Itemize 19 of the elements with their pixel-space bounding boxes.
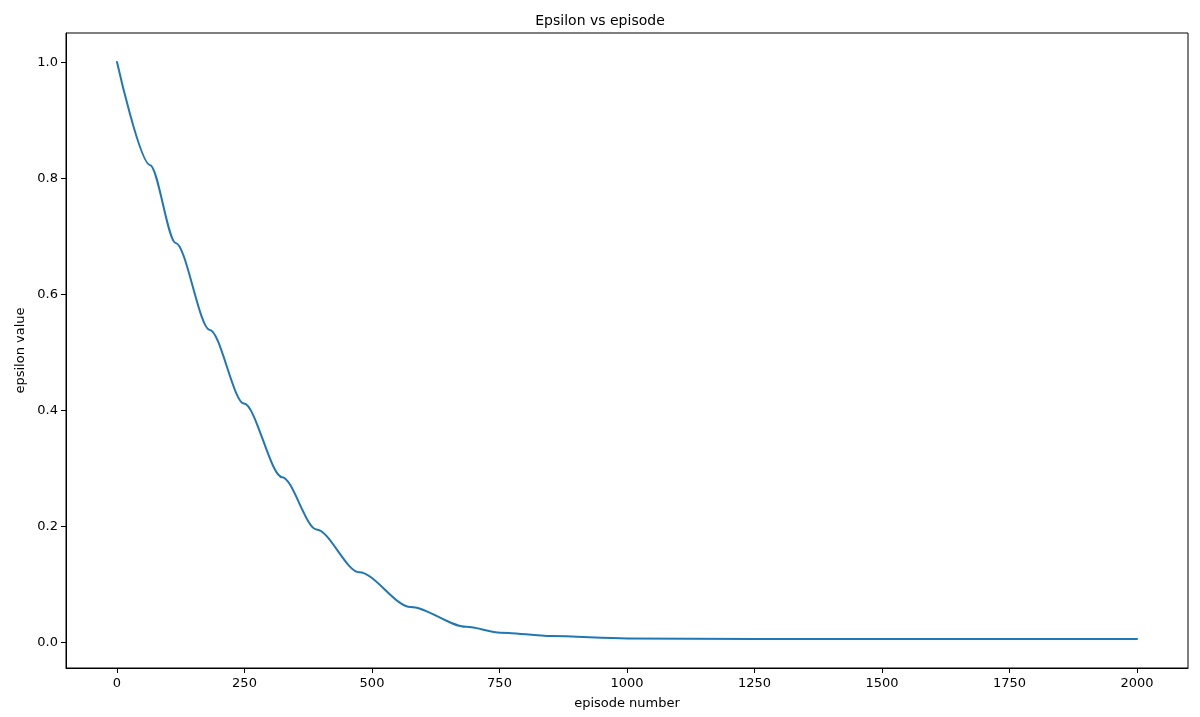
y-tick-label: 0.2 (37, 518, 58, 534)
x-tick-label: 0 (112, 675, 122, 690)
y-tick-label: 0.4 (37, 402, 58, 418)
y-tick-label: 0.0 (37, 634, 58, 650)
line-series (116, 61, 1138, 640)
x-tick-label: 1000 (610, 675, 644, 690)
y-tick-label: 0.8 (37, 170, 58, 186)
y-tick-label: 0.6 (37, 286, 58, 302)
chart-title: Epsilon vs episode (535, 12, 665, 28)
x-axis-title: episode number (574, 695, 681, 710)
x-tick-label: 1750 (992, 675, 1027, 690)
x-tick-label: 750 (487, 675, 512, 690)
x-tick-label: 2000 (1120, 675, 1154, 690)
x-tick-label: 1500 (865, 675, 899, 690)
x-tick-label: 1250 (737, 675, 772, 690)
x-tick-label: 250 (232, 675, 257, 690)
x-tick-label: 500 (359, 675, 385, 690)
y-axis-title: epsilon value (12, 307, 27, 394)
y-tick-label: 1.0 (37, 54, 58, 70)
